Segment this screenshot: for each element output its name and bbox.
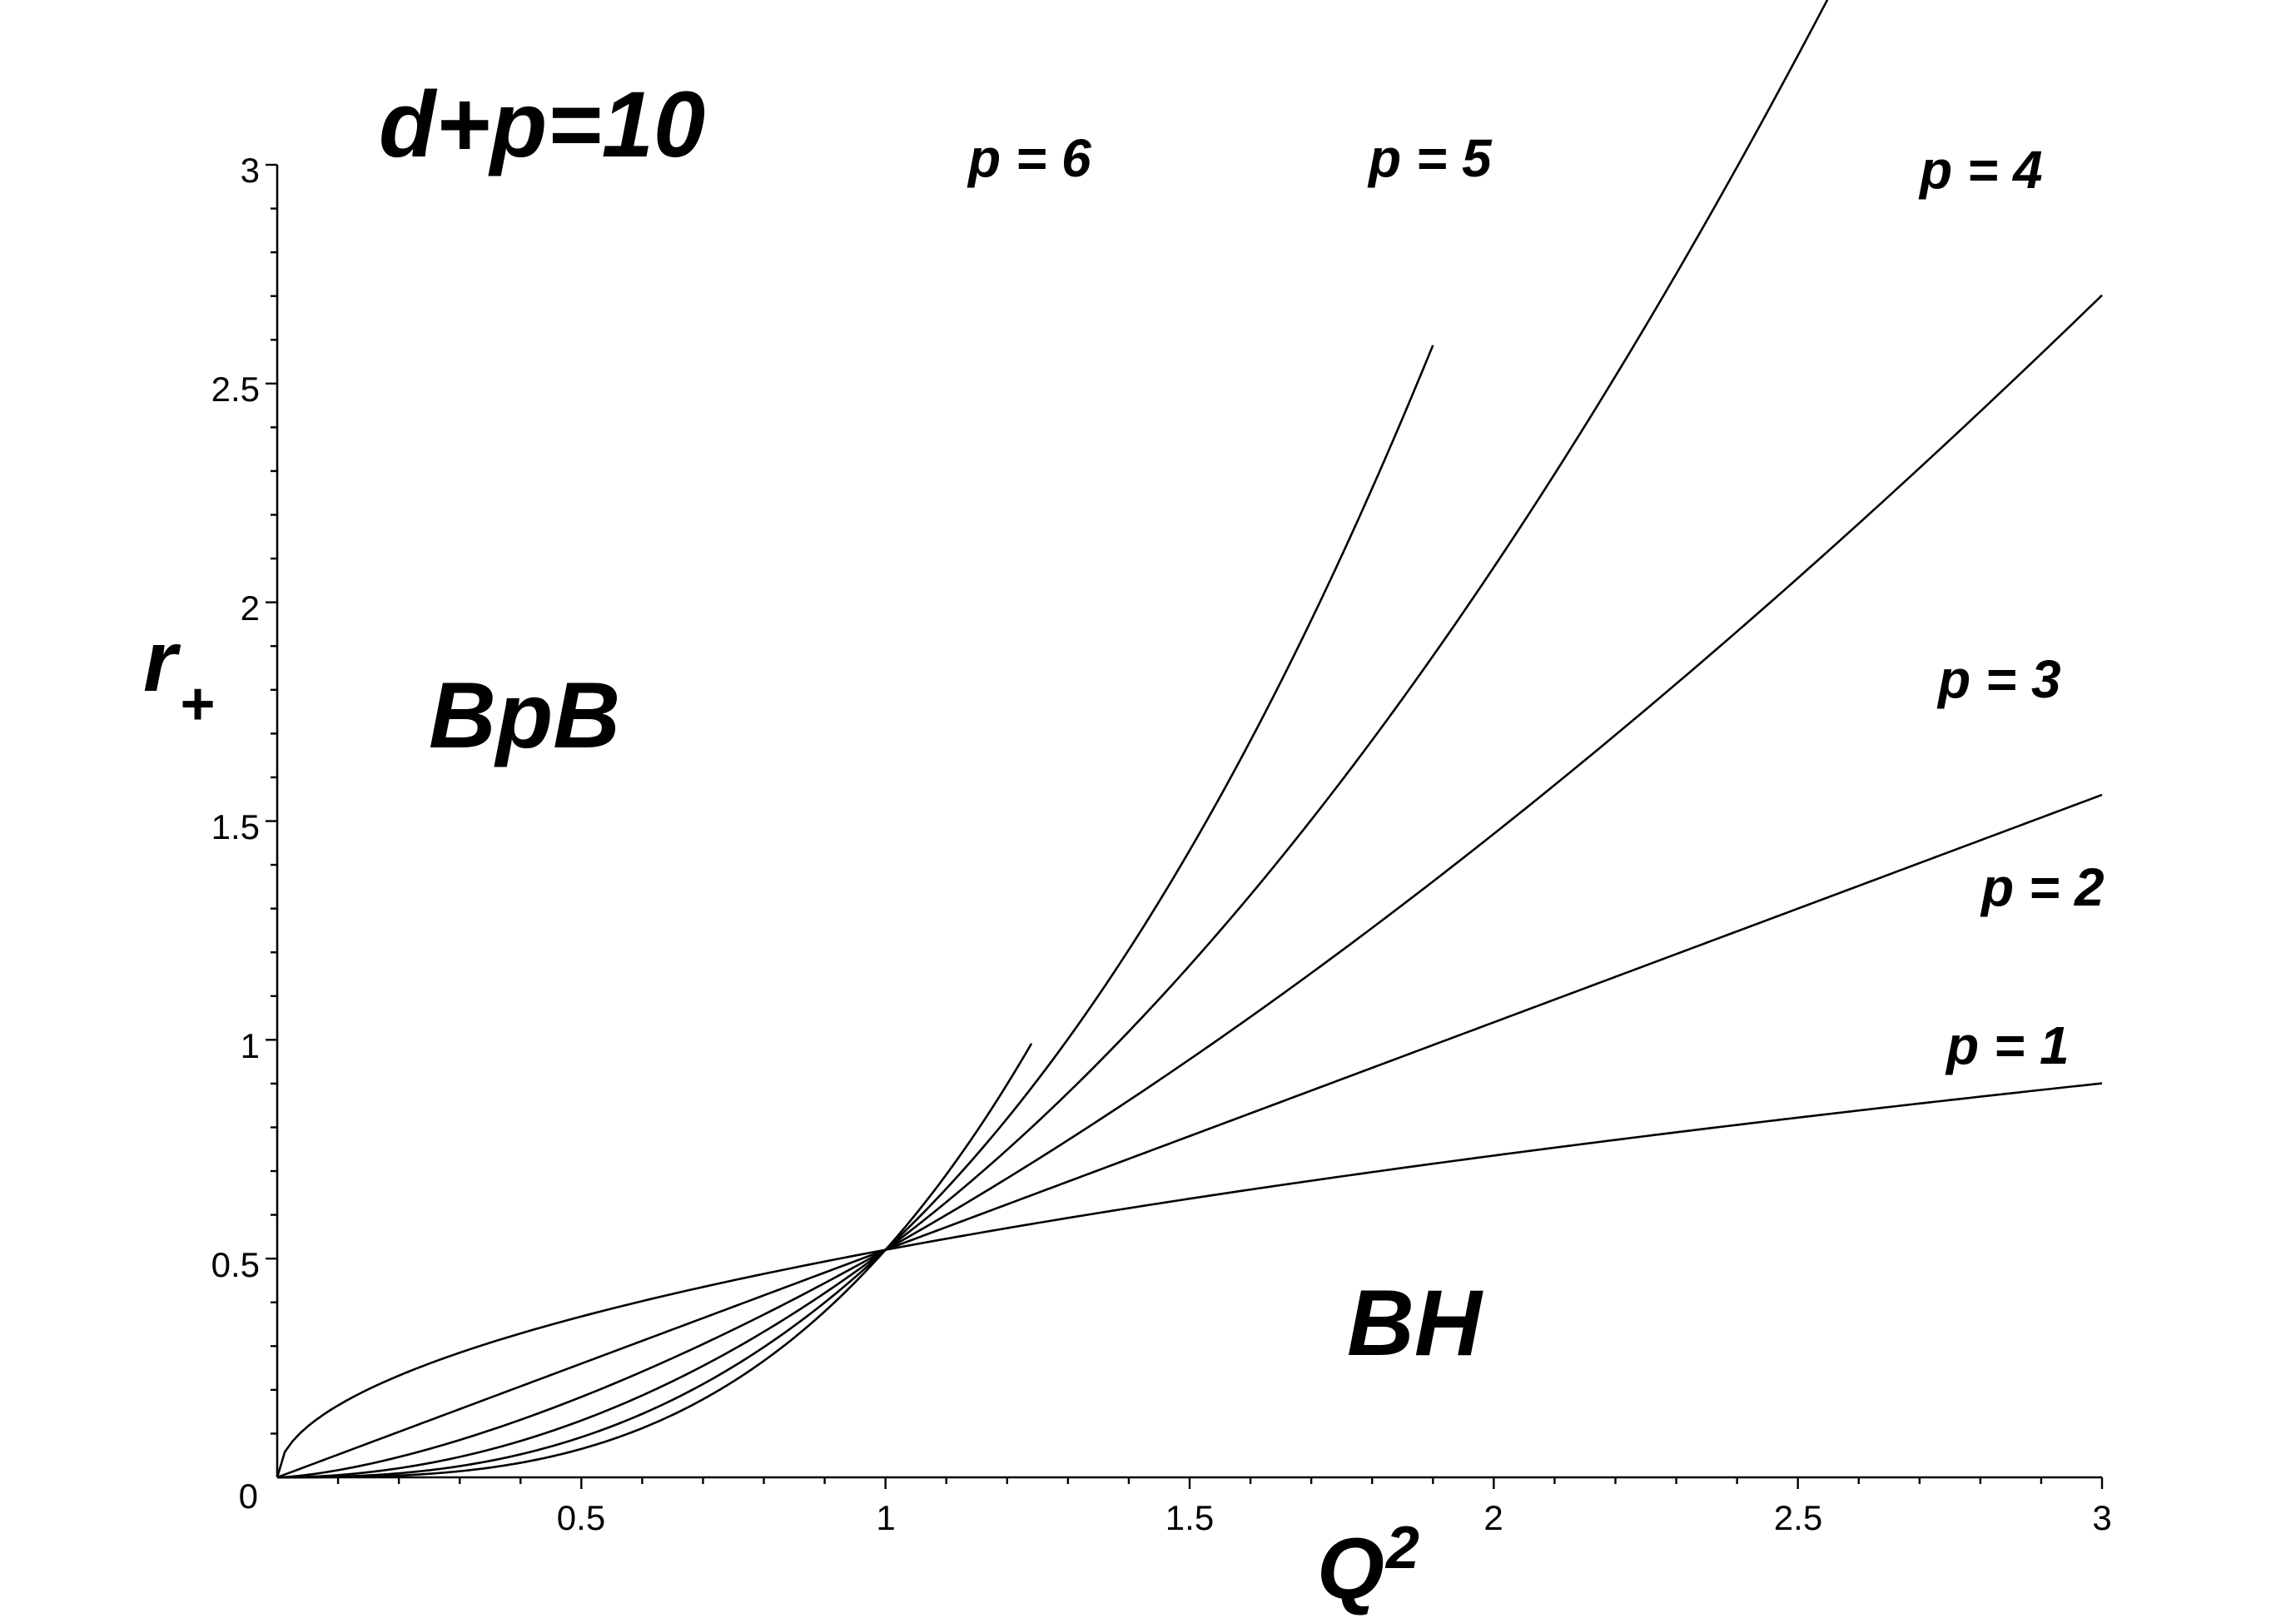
annotation-bh: BH (1347, 1271, 1483, 1375)
series-label-p5: p = 5 (1367, 128, 1493, 188)
series-line-p1 (276, 1082, 2103, 1478)
x-tick-label-3: 3 (2092, 1498, 2111, 1537)
series-line-p4 (276, 0, 1829, 1479)
series-label-p3: p = 3 (1936, 649, 2061, 709)
series-curves (276, 0, 2103, 1479)
x-axis-title-main: Q (1317, 1521, 1384, 1617)
chart-title: d+p=10 (379, 72, 705, 176)
y-axis-title: r+ (143, 613, 216, 737)
series-label-p6: p = 6 (967, 128, 1091, 188)
x-tick-label-2: 2 (1483, 1498, 1503, 1537)
y-tick-label-2: 2 (241, 588, 260, 628)
series-line-p3 (276, 294, 2103, 1479)
x-tick-label-2.5: 2.5 (1774, 1498, 1822, 1537)
series-line-p6 (277, 1043, 1033, 1479)
y-axis-title-main: r (143, 613, 181, 710)
series-label-p2: p = 2 (1980, 857, 2105, 917)
x-tick-labels: 0.5 1 1.5 2 2.5 3 (557, 1498, 2112, 1537)
annotation-bpb: BpB (429, 663, 620, 767)
y-tick-labels: 0 0.5 1 1.5 2 2.5 3 (211, 151, 260, 1516)
y-tick-label-0: 0 (239, 1477, 258, 1516)
y-tick-label-3: 3 (241, 151, 260, 190)
x-tick-label-0.5: 0.5 (557, 1498, 605, 1537)
y-axis-title-sub: + (180, 671, 215, 737)
series-line-p5 (277, 345, 1434, 1479)
x-tick-label-1.5: 1.5 (1165, 1498, 1214, 1537)
x-axis-title: Q2 (1317, 1515, 1419, 1617)
y-tick-label-1.5: 1.5 (211, 807, 260, 846)
series-label-p4: p = 4 (1918, 140, 2043, 200)
tick-marks (266, 163, 2104, 1489)
series-labels: p = 1 p = 2 p = 3 p = 4 p = 5 p = 6 (967, 128, 2105, 1075)
y-tick-label-0.5: 0.5 (211, 1245, 260, 1284)
x-tick-label-1: 1 (876, 1498, 895, 1537)
y-tick-label-1: 1 (241, 1026, 260, 1065)
x-axis-title-sup: 2 (1384, 1515, 1419, 1581)
series-label-p1: p = 1 (1945, 1015, 2070, 1075)
y-tick-label-2.5: 2.5 (211, 370, 260, 409)
series-line-p2 (276, 793, 2103, 1479)
